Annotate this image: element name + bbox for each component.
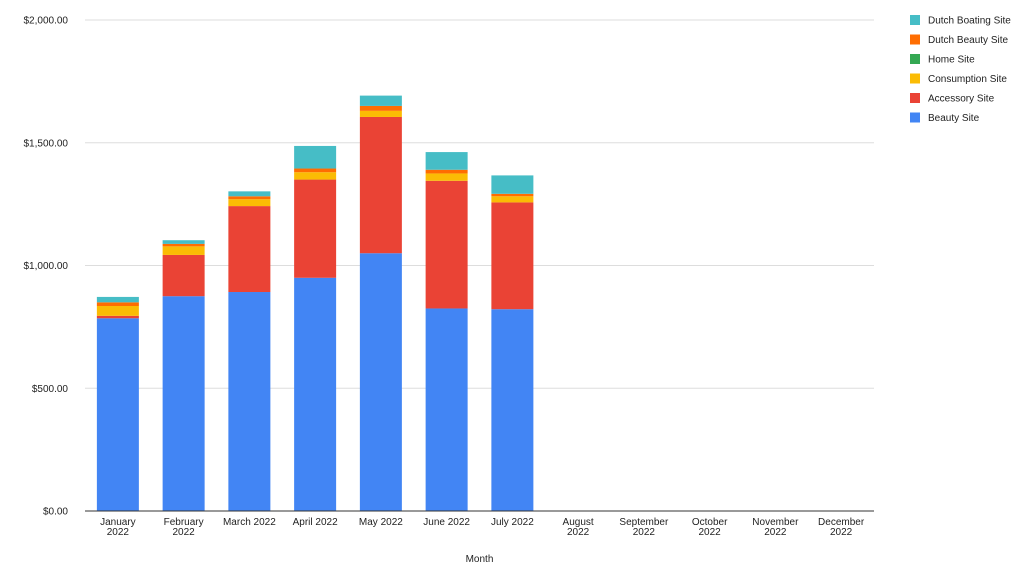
legend-swatch: [910, 112, 920, 123]
x-tick-label: September 2022: [619, 517, 669, 538]
bar-segment-dutch-boating-site: [96, 296, 139, 303]
bar-segment-consumption-site: [359, 110, 402, 117]
legend-swatch: [910, 73, 920, 84]
bar-segment-beauty-site: [162, 296, 205, 511]
y-tick-label: $1,500.00: [24, 138, 69, 149]
x-tick-label: February 2022: [164, 517, 204, 538]
bar-segment-accessory-site: [491, 202, 534, 310]
x-tick-label: August 2022: [563, 517, 594, 538]
bar-segment-consumption-site: [162, 246, 205, 255]
bar-segment-dutch-boating-site: [228, 191, 271, 197]
bar-segment-accessory-site: [294, 179, 337, 278]
legend-item: Dutch Boating Site: [910, 15, 1011, 27]
y-tick-label: $2,000.00: [24, 16, 69, 27]
bar-segment-beauty-site: [425, 308, 468, 511]
bar-segment-dutch-beauty-site: [162, 243, 205, 247]
y-tick-label: $500.00: [32, 384, 69, 395]
bar-segment-dutch-beauty-site: [294, 168, 337, 173]
y-tick-label: $0.00: [43, 507, 68, 518]
legend-label: Dutch Beauty Site: [928, 35, 1008, 46]
bar-segment-consumption-site: [96, 306, 139, 316]
legend-label: Dutch Boating Site: [928, 16, 1011, 27]
x-tick-label: July 2022: [491, 517, 534, 528]
legend-label: Beauty Site: [928, 113, 980, 124]
bar-segment-beauty-site: [96, 318, 139, 511]
legend-item: Consumption Site: [910, 73, 1007, 85]
bar-segment-beauty-site: [228, 292, 271, 511]
legend-swatch: [910, 93, 920, 103]
y-tick-label: $1,000.00: [24, 261, 69, 272]
legend: Dutch Boating Site Dutch Beauty Site Home …: [910, 15, 1011, 124]
bar-segment-dutch-boating-site: [491, 175, 534, 194]
bar-segment-dutch-beauty-site: [228, 196, 271, 200]
bar-segment-dutch-beauty-site: [96, 302, 139, 307]
legend-item: Beauty Site: [910, 112, 980, 124]
bar-segment-consumption-site: [491, 196, 534, 203]
legend-swatch: [910, 34, 920, 45]
legend-label: Accessory Site: [928, 94, 995, 105]
bar-segment-dutch-boating-site: [425, 152, 468, 170]
x-tick-label: June 2022: [423, 517, 470, 528]
legend-item: Dutch Beauty Site: [910, 34, 1008, 46]
x-tick-label: March 2022: [223, 517, 276, 528]
bar-segment-dutch-boating-site: [294, 145, 337, 169]
bar-segment-consumption-site: [228, 199, 271, 207]
x-tick-label: May 2022: [359, 517, 403, 528]
bar-segment-dutch-beauty-site: [359, 105, 402, 111]
y-axis: $0.00 $500.00 $1,000.00 $1,500.00 $2,000.00: [24, 16, 69, 518]
bar-segment-dutch-boating-site: [162, 240, 205, 244]
x-tick-label: April 2022: [293, 517, 338, 528]
x-axis: January 2022 February 2022 March 2022 April 2…: [85, 510, 874, 538]
legend-swatch: [910, 54, 920, 64]
x-tick-label: January 2022: [100, 517, 136, 538]
legend-swatch: [910, 15, 920, 25]
bar-segment-dutch-boating-site: [359, 95, 402, 106]
bar-segment-consumption-site: [294, 172, 337, 180]
legend-label: Consumption Site: [928, 74, 1007, 85]
x-tick-label: October 2022: [692, 517, 728, 538]
bar-segment-beauty-site: [491, 309, 534, 511]
bar-segment-beauty-site: [359, 253, 402, 511]
bar-segment-accessory-site: [425, 180, 468, 309]
bar-segment-consumption-site: [425, 173, 468, 181]
legend-item: Accessory Site: [910, 93, 995, 105]
gridlines: [85, 19, 874, 389]
legend-label: Home Site: [928, 55, 975, 66]
x-tick-label: November 2022: [752, 517, 799, 538]
bar-segment-accessory-site: [359, 116, 402, 254]
bar-segment-dutch-beauty-site: [425, 169, 468, 174]
bar-segment-dutch-beauty-site: [491, 193, 534, 197]
x-axis-title: Month: [466, 554, 494, 565]
bar-segment-accessory-site: [228, 206, 271, 293]
bar-segment-accessory-site: [162, 254, 205, 297]
legend-item: Home Site: [910, 54, 975, 66]
bars: [96, 95, 534, 511]
bar-segment-accessory-site: [96, 315, 139, 319]
bar-segment-beauty-site: [294, 277, 337, 511]
x-tick-label: December 2022: [818, 517, 865, 538]
